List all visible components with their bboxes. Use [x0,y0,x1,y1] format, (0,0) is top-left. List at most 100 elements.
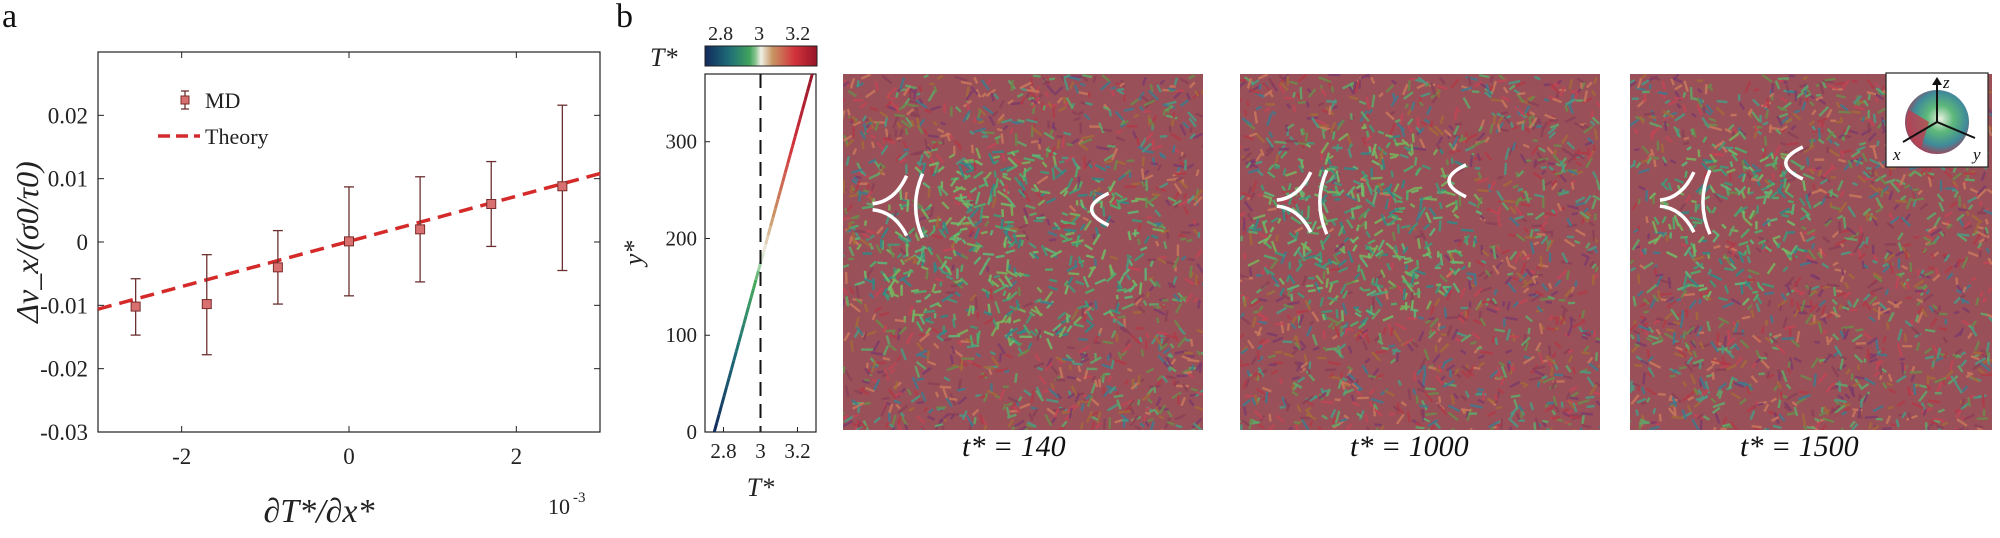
particle [1931,304,1938,310]
particle [1952,180,1959,188]
particle [1370,76,1376,85]
particle [1337,377,1344,390]
particle [1065,314,1072,321]
particle [1275,414,1285,424]
particle [1242,151,1253,162]
particle [1692,358,1705,365]
particle [1269,258,1280,270]
particle [1533,422,1537,433]
particle [1101,74,1111,82]
particle [1515,233,1526,242]
particle [1176,166,1181,173]
particle [1514,106,1526,117]
particle [1127,210,1139,215]
particle [1471,90,1480,94]
particle [1025,91,1031,99]
particle [1818,98,1827,105]
particle [1081,134,1095,140]
panel-a-letter: a [2,0,18,35]
particle [916,342,924,352]
particle [1002,403,1007,411]
particle [875,319,885,329]
particle [1787,131,1799,140]
particle [1922,408,1927,416]
particle [1002,172,1008,176]
particle [1297,101,1307,105]
particle [1727,123,1735,132]
particle [897,103,907,112]
particle [1883,252,1896,263]
particle [856,419,868,429]
particle [1806,156,1810,166]
particle [1921,406,1934,414]
particle [1652,251,1661,255]
particle [1649,126,1661,137]
particle [1367,239,1376,245]
particle [1061,318,1071,325]
particle [1279,81,1289,92]
particle [861,205,875,210]
particle [1122,268,1131,277]
particle [1888,190,1894,201]
particle [1755,357,1762,364]
particle [1901,411,1907,419]
particle [1460,370,1470,379]
particle [1972,233,1982,245]
particle [1460,394,1468,402]
particle [1055,327,1064,336]
temperature-profile-segment [793,127,800,138]
particle [1855,157,1862,167]
particle [1445,288,1453,301]
particle [1451,135,1460,148]
particle [1907,412,1912,421]
particle [1652,294,1660,303]
particle [1893,300,1903,309]
particle [1173,293,1181,302]
particle [1102,206,1106,217]
particle [988,115,996,127]
particle [1827,190,1839,198]
particle [949,177,958,187]
particle [960,264,964,273]
particle [1520,336,1531,347]
particle [1876,352,1888,357]
particle [1312,346,1320,352]
particle [1429,317,1440,328]
particle [1831,365,1840,378]
particle [1565,98,1577,106]
particle [1324,152,1331,165]
particle [1006,413,1017,419]
particle [1867,279,1879,289]
particle [1023,389,1032,397]
particle [1683,80,1689,92]
particle [1022,166,1033,175]
particle [1543,98,1550,102]
particle [1359,256,1369,268]
particle [1556,79,1563,85]
particle [1346,327,1354,332]
particle [1499,128,1510,133]
particle [1001,209,1005,218]
particle [1368,401,1373,408]
particle [1298,258,1302,267]
particle [1083,156,1087,169]
particle [1910,188,1917,200]
particle [1696,203,1701,210]
particle [990,279,1000,288]
particle [1375,373,1384,379]
particle [1701,116,1711,129]
particle [1595,179,1602,191]
particle [1007,99,1014,105]
particle [1047,230,1058,237]
particle [1799,83,1807,89]
particle [966,344,977,349]
particle [938,185,949,197]
particle [1453,239,1461,243]
particle [933,85,938,93]
temperature-profile-segment [734,342,741,352]
particle [1186,194,1195,205]
particle [1078,91,1089,96]
particle [1114,191,1124,199]
particle [1578,314,1586,324]
particle [939,385,952,389]
